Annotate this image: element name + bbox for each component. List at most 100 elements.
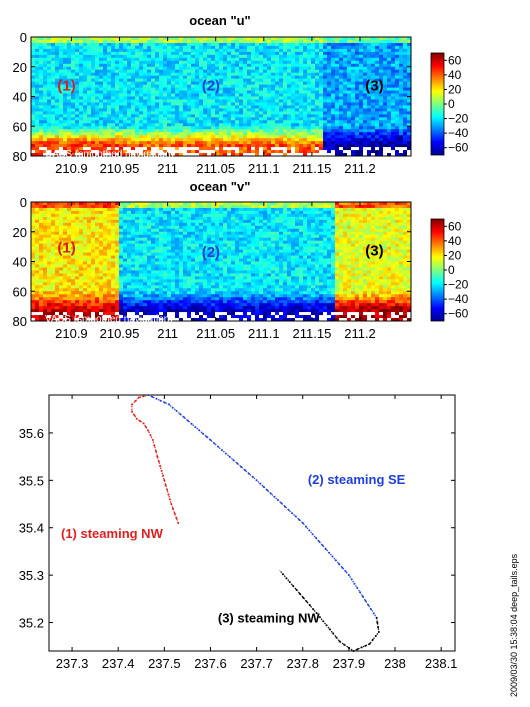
heatmap-cell (83, 84, 88, 88)
heatmap-cell (43, 111, 48, 115)
heatmap-cell (91, 249, 96, 253)
heatmap-cell (367, 123, 372, 127)
heatmap-cell (75, 39, 80, 44)
heatmap-cell (127, 114, 132, 118)
heatmap-cell (395, 57, 400, 62)
heatmap-cell (195, 144, 200, 148)
heatmap-cell (131, 219, 136, 224)
heatmap-cell (91, 144, 96, 148)
heatmap-cell (99, 297, 104, 301)
heatmap-cell (327, 153, 332, 157)
heatmap-cell (47, 231, 52, 236)
heatmap-cell (51, 51, 56, 56)
heatmap-cell (123, 105, 128, 109)
heatmap-cell (127, 246, 132, 251)
heatmap-cell (147, 153, 152, 157)
heatmap-cell (191, 75, 196, 80)
heatmap-cell (295, 126, 300, 130)
heatmap-cell (287, 78, 292, 83)
heatmap-cell (399, 39, 404, 44)
heatmap-cell (291, 99, 296, 103)
heatmap-cell (307, 48, 312, 53)
heatmap-cell (87, 237, 92, 242)
heatmap-cell (303, 90, 308, 94)
heatmap-cell (359, 75, 364, 80)
heatmap-cell (107, 300, 112, 304)
heatmap-cell (43, 318, 48, 322)
heatmap-cell (119, 282, 124, 286)
heatmap-cell (51, 309, 56, 313)
heatmap-cell (263, 96, 268, 100)
heatmap-cell (195, 57, 200, 62)
heatmap-cell (183, 37, 188, 41)
heatmap-cell (87, 255, 92, 259)
heatmap-cell (151, 129, 156, 133)
heatmap-cell (343, 111, 348, 115)
heatmap-cell (147, 60, 152, 65)
heatmap-cell (43, 42, 48, 47)
heatmap-cell (231, 99, 236, 103)
heatmap-cell (203, 54, 208, 59)
heatmap-cell (379, 42, 384, 47)
heatmap-cell (295, 72, 300, 77)
heatmap-cell (63, 261, 68, 265)
heatmap-cell (195, 111, 200, 115)
heatmap-cell (103, 202, 108, 206)
heatmap-cell (407, 111, 412, 115)
heatmap-cell (367, 48, 372, 53)
heatmap-cell (383, 37, 388, 41)
heatmap-cell (103, 114, 108, 118)
heatmap-cell (375, 81, 380, 86)
heatmap-cell (383, 72, 388, 77)
heatmap-cell (387, 117, 392, 121)
heatmap-cell (99, 249, 104, 253)
heatmap-cell (123, 99, 128, 103)
heatmap-cell (251, 81, 256, 86)
heatmap-cell (119, 135, 124, 139)
heatmap-cell (243, 60, 248, 65)
heatmap-cell (135, 255, 140, 259)
heatmap-cell (383, 150, 388, 154)
heatmap-cell (135, 108, 140, 112)
heatmap-cell (231, 84, 236, 88)
heatmap-cell (387, 114, 392, 118)
heatmap-cell (59, 309, 64, 313)
heatmap-cell (95, 273, 100, 277)
heatmap-cell (63, 273, 68, 277)
heatmap-cell (359, 81, 364, 86)
heatmap-cell (267, 39, 272, 44)
heatmap-cell (339, 129, 344, 133)
heatmap-cell (251, 93, 256, 97)
heatmap-cell (291, 81, 296, 86)
heatmap-cell (247, 144, 252, 148)
heatmap-cell (331, 117, 336, 121)
heatmap-cell (391, 108, 396, 112)
heatmap-cell (55, 240, 60, 245)
heatmap-cell (403, 51, 408, 56)
heatmap-cell (147, 138, 152, 142)
heatmap-cell (143, 129, 148, 133)
heatmap-cell (139, 108, 144, 112)
heatmap-cell (347, 78, 352, 83)
heatmap-cell (43, 270, 48, 274)
heatmap-cell (303, 87, 308, 91)
heatmap-cell (111, 282, 116, 286)
heatmap-cell (275, 63, 280, 68)
heatmap-cell (47, 219, 52, 224)
heatmap-cell (167, 63, 172, 68)
heatmap-cell (35, 282, 40, 286)
heatmap-cell (239, 141, 244, 145)
heatmap-cell (119, 123, 124, 127)
heatmap-cell (271, 45, 276, 50)
heatmap-cell (343, 132, 348, 136)
heatmap-cell (295, 144, 300, 148)
heatmap-cell (127, 99, 132, 103)
heatmap-cell (307, 81, 312, 86)
heatmap-cell (207, 150, 212, 154)
heatmap-cell (83, 306, 88, 310)
heatmap-cell (239, 57, 244, 62)
heatmap-cell (91, 37, 96, 41)
heatmap-cell (79, 315, 84, 319)
heatmap-cell (351, 132, 356, 136)
heatmap-cell (211, 147, 216, 151)
